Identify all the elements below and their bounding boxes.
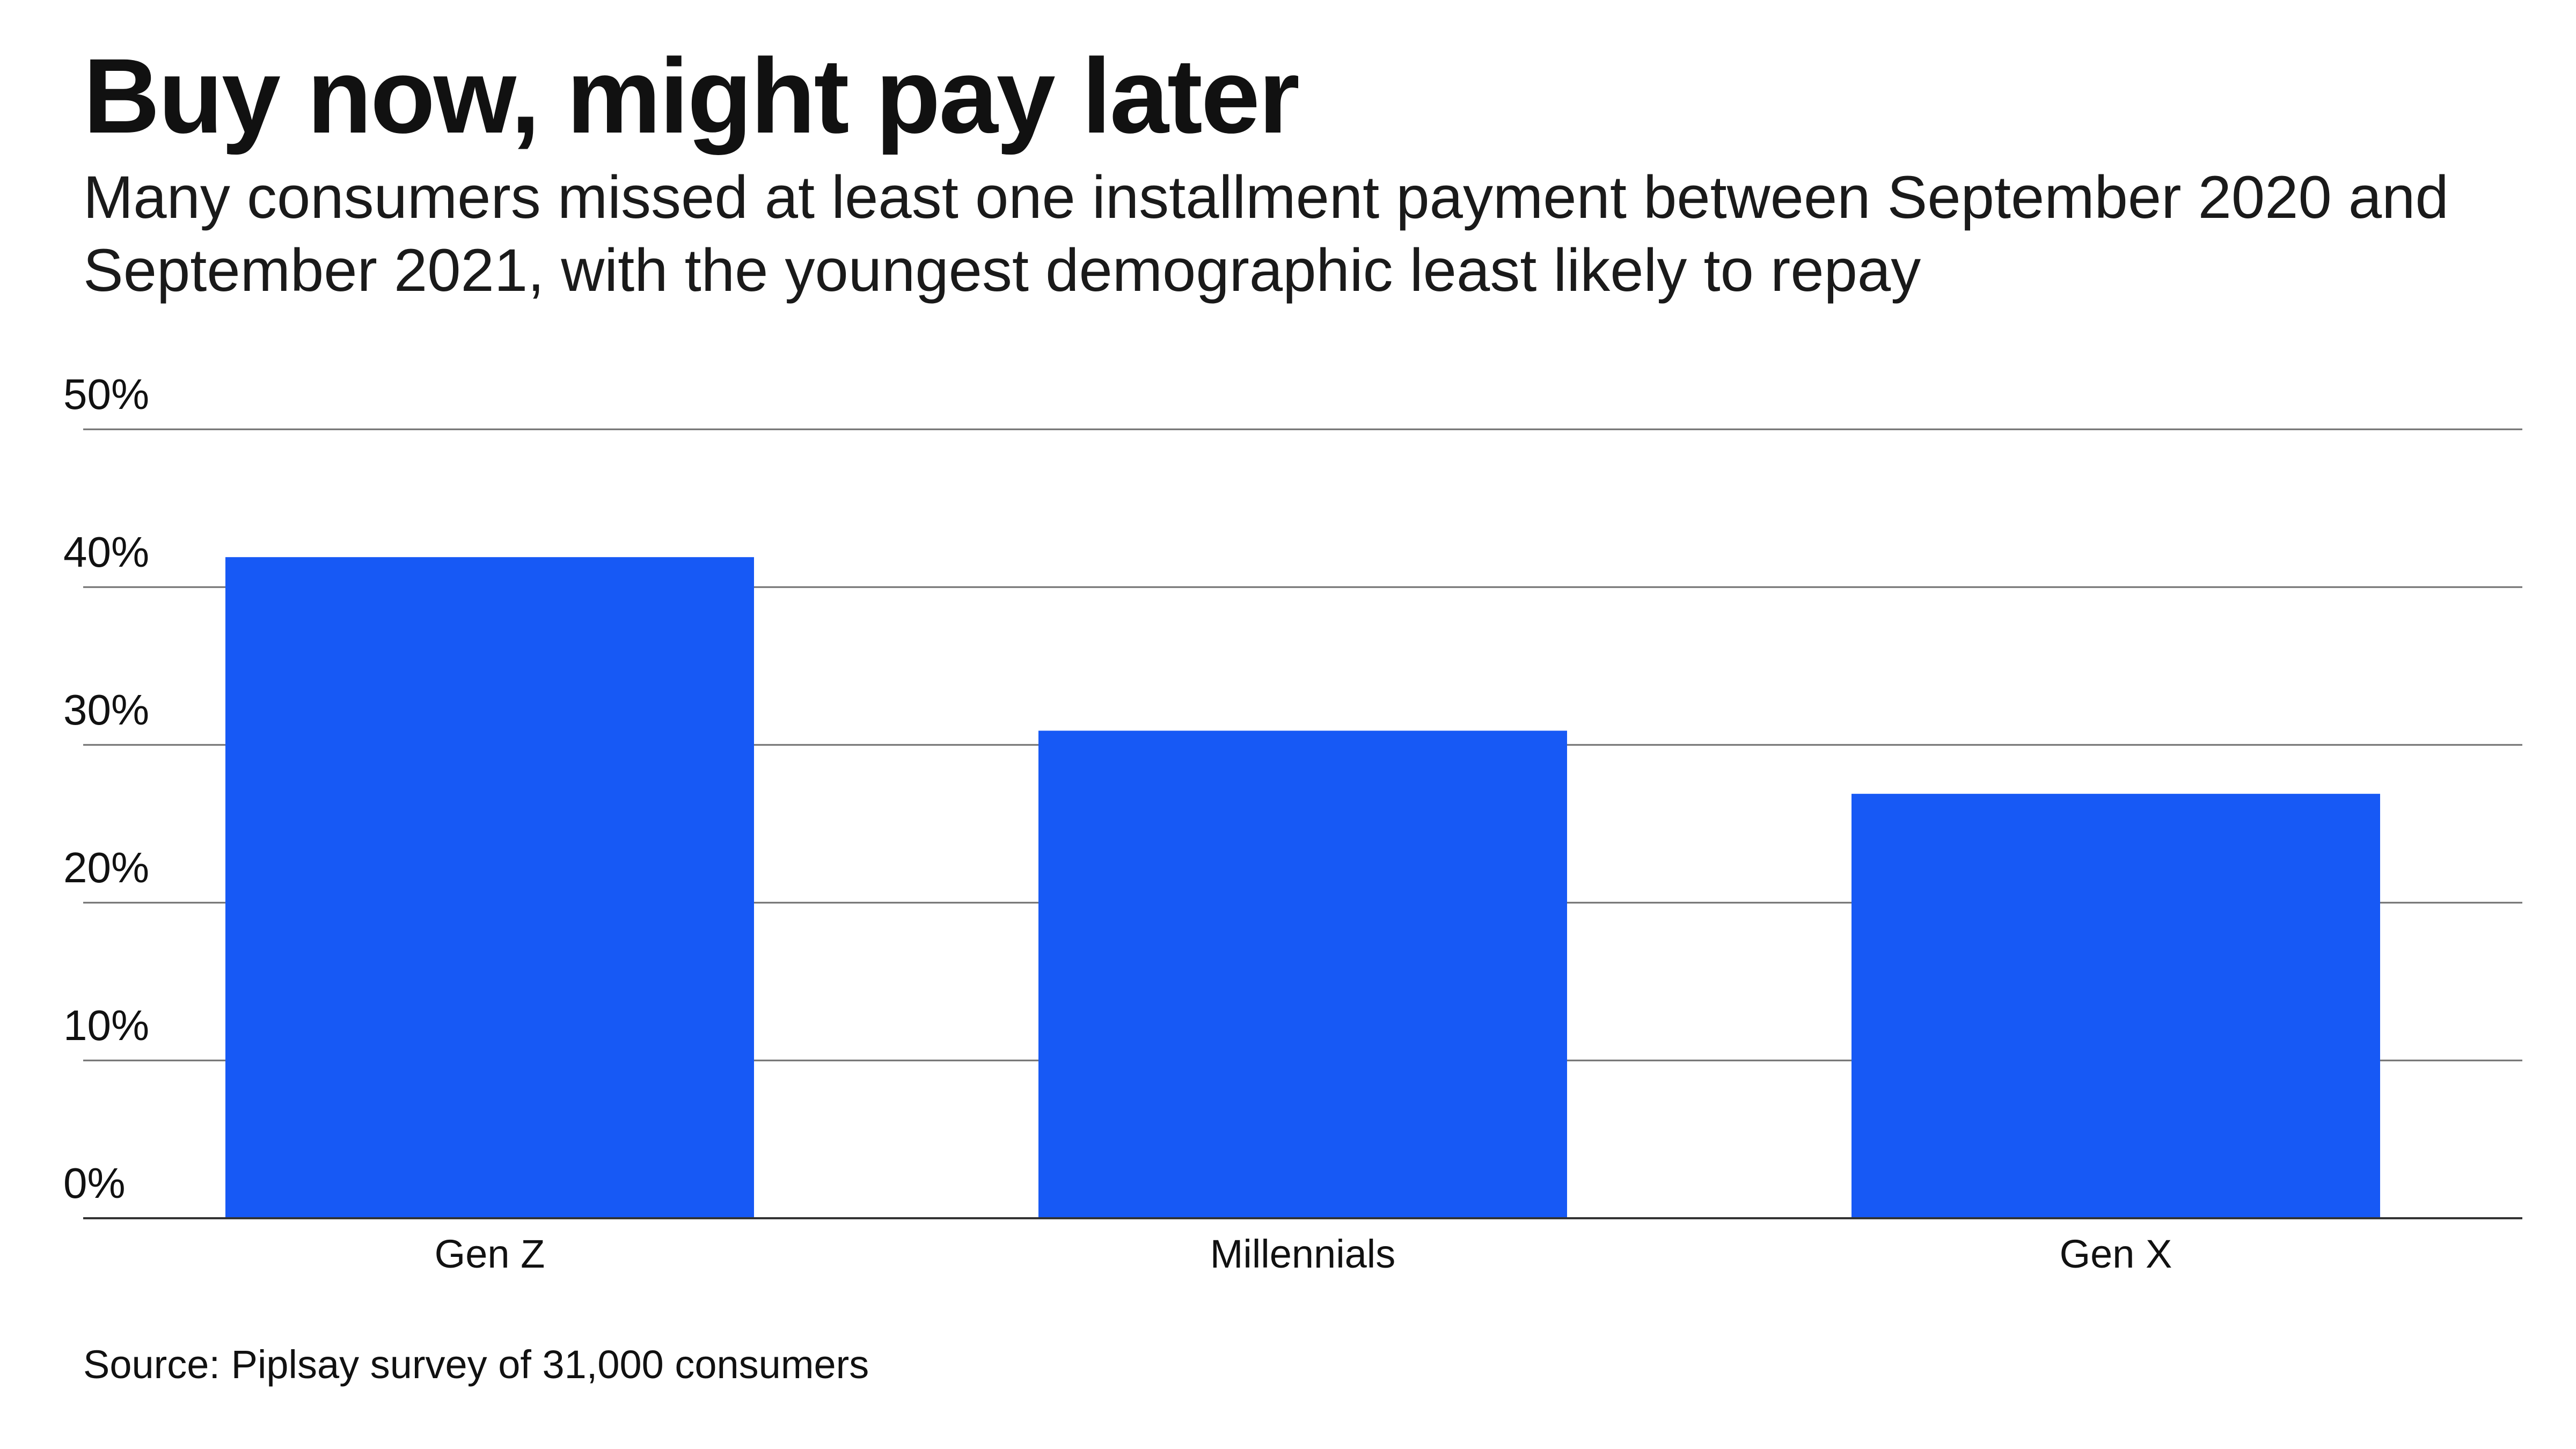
chart-subtitle: Many consumers missed at least one insta… [83,164,2449,304]
bar-gen-z [225,557,754,1218]
chart-title: Buy now, might pay later [83,36,1300,155]
bars [225,557,2380,1218]
y-tick-label: 50% [63,370,149,418]
source-note: Source: Piplsay survey of 31,000 consume… [83,1342,869,1387]
x-category-label: Millennials [1210,1232,1395,1276]
y-tick-label: 40% [63,528,149,576]
x-axis-category-labels: Gen Z Millennials Gen X [83,1217,2522,1276]
y-axis-tick-labels: 0% 10% 20% 30% 40% 50% [63,370,149,1207]
x-category-label: Gen X [2060,1232,2172,1276]
y-tick-label: 30% [63,686,149,734]
x-category-label: Gen Z [435,1232,545,1276]
y-tick-label: 0% [63,1159,126,1207]
bar-millennials [1038,730,1567,1218]
bar-gen-x [1851,794,2380,1218]
y-tick-label: 20% [63,844,149,891]
y-tick-label: 10% [63,1001,149,1049]
